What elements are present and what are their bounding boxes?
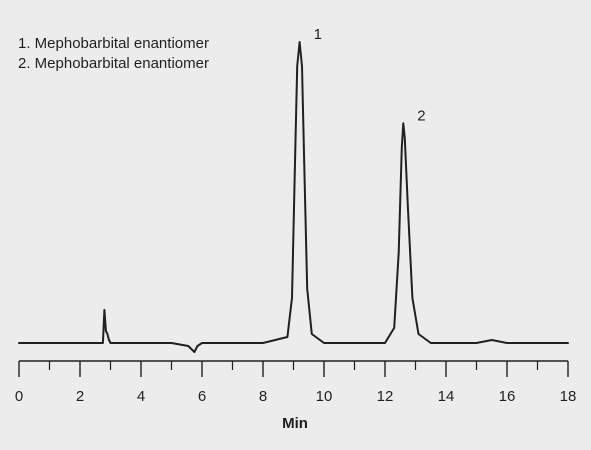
x-tick-label-14: 14 (438, 388, 455, 405)
x-axis-label: Min (282, 415, 308, 432)
peak-label-1: 1 (314, 26, 322, 43)
chromatogram-trace-group (18, 41, 569, 353)
legend: 1. Mephobarbital enantiomer 2. Mephobarb… (18, 35, 209, 72)
x-tick-label-4: 4 (137, 388, 145, 405)
x-tick-label-2: 2 (76, 388, 84, 405)
chromatogram-trace-1 (18, 41, 569, 353)
legend-entry-1: 1. Mephobarbital enantiomer (18, 35, 209, 52)
x-tick-label-6: 6 (198, 388, 206, 405)
x-axis: 0 2 4 6 8 10 12 14 16 18 (15, 360, 577, 405)
x-tick-label-18: 18 (560, 388, 577, 405)
x-tick-label-16: 16 (499, 388, 516, 405)
x-tick-label-10: 10 (316, 388, 333, 405)
peak-labels: 12 (314, 26, 426, 124)
x-tick-label-12: 12 (377, 388, 394, 405)
x-tick-label-0: 0 (15, 388, 23, 405)
x-tick-label-8: 8 (259, 388, 267, 405)
peak-label-2: 2 (417, 107, 425, 124)
legend-entry-2: 2. Mephobarbital enantiomer (18, 55, 209, 72)
